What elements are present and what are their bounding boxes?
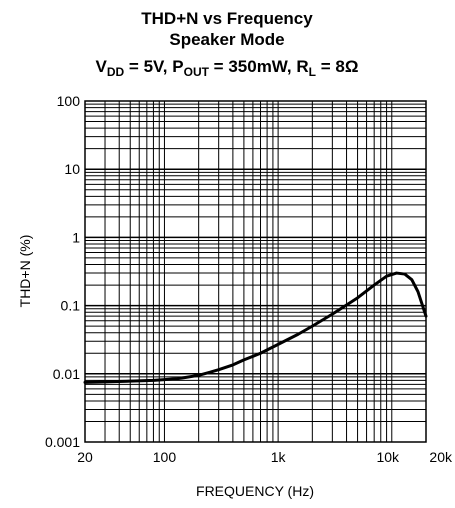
x-tick-label: 20 [77, 449, 93, 465]
chart-title: THD+N vs Frequency [141, 9, 313, 28]
vdd-value: = 5V, [124, 57, 172, 76]
y-tick-label: 10 [64, 161, 80, 177]
pout-subscript: OUT [184, 65, 210, 79]
chart-condition: VDD = 5V, POUT = 350mW, RL = 8Ω [96, 57, 359, 79]
rl-value: = 8Ω [316, 57, 358, 76]
x-tick-labels: 20 100 1k 10k 20k [77, 449, 453, 465]
y-tick-labels: 100 10 1 0.1 0.01 0.001 [45, 93, 80, 450]
thd-curve [83, 271, 428, 384]
plot-grid [85, 101, 426, 442]
y-axis-label: THD+N (%) [17, 235, 33, 308]
x-axis-label: FREQUENCY (Hz) [196, 483, 314, 499]
pout-value: = 350mW, [209, 57, 296, 76]
rl-symbol: R [296, 57, 308, 76]
y-tick-label: 0.1 [61, 298, 81, 314]
vdd-symbol: V [96, 57, 108, 76]
x-tick-label: 20k [429, 449, 453, 465]
pout-symbol: P [172, 57, 183, 76]
vdd-subscript: DD [107, 65, 125, 79]
x-tick-label: 100 [153, 449, 177, 465]
rl-subscript: L [309, 65, 316, 79]
x-tick-label: 10k [376, 449, 400, 465]
y-tick-label: 0.001 [45, 434, 80, 450]
y-tick-label: 100 [57, 93, 81, 109]
plot-frame [84, 100, 427, 443]
y-tick-label: 1 [72, 229, 80, 245]
y-tick-label: 0.01 [53, 366, 80, 382]
chart-subtitle: Speaker Mode [169, 30, 284, 49]
x-tick-label: 1k [271, 449, 287, 465]
